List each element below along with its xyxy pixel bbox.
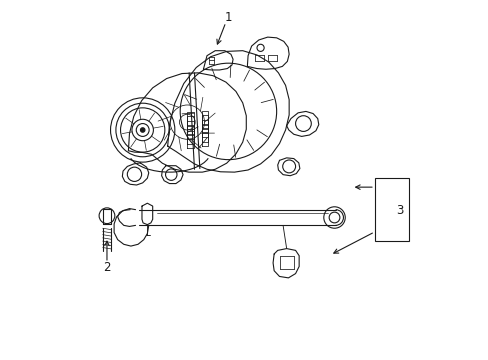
- Text: 2: 2: [103, 261, 110, 274]
- Bar: [374, 178, 408, 241]
- Text: 3: 3: [395, 204, 403, 217]
- Circle shape: [140, 128, 144, 132]
- Text: 1: 1: [224, 11, 232, 24]
